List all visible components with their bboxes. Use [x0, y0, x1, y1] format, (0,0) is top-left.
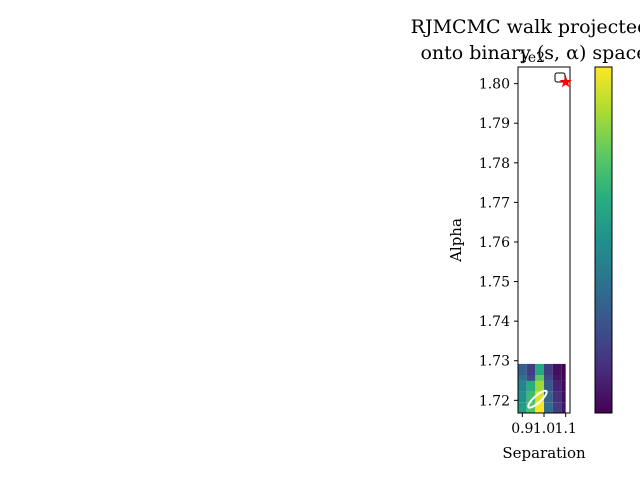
- heatmap-cells: [518, 363, 566, 413]
- heatmap-cell: [544, 380, 553, 392]
- heatmap-cell: [552, 402, 562, 413]
- x-axis-label: Separation: [502, 444, 586, 462]
- heatmap-cell: [526, 391, 536, 403]
- heatmap-cell: [561, 374, 566, 381]
- confidence-ellipse: [527, 389, 548, 409]
- heatmap-cell: [552, 380, 562, 392]
- heatmap-cell: [535, 391, 544, 403]
- y-offset-text: 1e2: [519, 50, 545, 66]
- y-tick-label: 1.73: [479, 354, 510, 370]
- heatmap-cell: [518, 374, 527, 381]
- heatmap-cell: [535, 363, 544, 375]
- true-value-star-marker: [559, 75, 572, 88]
- marker-layer: [559, 75, 572, 88]
- x-tick-label: 1.1: [555, 421, 577, 437]
- colorbar: [594, 66, 613, 414]
- y-tick-label: 1.72: [479, 393, 510, 409]
- heatmap-cell: [518, 402, 527, 413]
- heatmap-cell: [561, 391, 566, 403]
- y-tick-label: 1.78: [479, 156, 510, 172]
- y-tick-label: 1.80: [479, 77, 510, 93]
- heatmap-cell: [526, 380, 536, 392]
- x-tick-label: 0.9: [511, 421, 533, 437]
- chart-title-line1: RJMCMC walk projected: [411, 16, 640, 38]
- heatmap-cell: [535, 402, 544, 413]
- y-tick-label: 1.76: [479, 235, 510, 251]
- heatmap-cell: [518, 363, 527, 375]
- heatmap-cell: [526, 363, 536, 375]
- y-tick-label: 1.79: [479, 116, 510, 132]
- heatmap-cell: [561, 363, 566, 375]
- heatmap-cell: [526, 374, 536, 381]
- heatmap-cell: [518, 380, 527, 392]
- heatmap-cell: [518, 391, 527, 403]
- heatmap-cell: [535, 380, 544, 392]
- heatmap-cell: [561, 402, 566, 413]
- heatmap-cell: [544, 391, 553, 403]
- heatmap-cell: [544, 363, 553, 375]
- heatmap-cell: [561, 380, 566, 392]
- y-tick-label: 1.75: [479, 275, 510, 291]
- plot-area-frame: [517, 66, 571, 414]
- heatmap-cell: [535, 374, 544, 381]
- heatmap-cell: [544, 402, 553, 413]
- chart-overlay: [527, 389, 548, 409]
- heatmap-cell: [552, 363, 562, 375]
- heatmap-cell: [552, 374, 562, 381]
- y-tick-label: 1.77: [479, 195, 510, 211]
- y-axis-label: Alpha: [447, 218, 465, 263]
- y-tick-label: 1.74: [479, 314, 510, 330]
- heatmap-cell: [544, 374, 553, 381]
- heatmap-cell: [552, 391, 562, 403]
- chart-title-line2: onto binary (s, α) space: [420, 42, 640, 64]
- y-axis-ticks: 1.72 1.73 1.74 1.75 1.76 1.77 1.78 1.79 1.80: [479, 77, 518, 409]
- x-tick-label: 1.0: [533, 421, 555, 437]
- x-axis-ticks: 0.9 1.0 1.1: [511, 413, 577, 437]
